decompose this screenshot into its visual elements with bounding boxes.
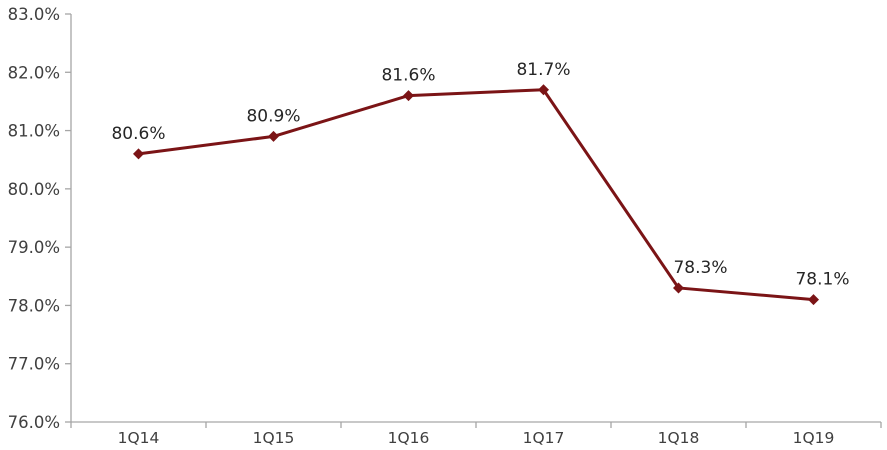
data-point-marker [403,90,414,102]
y-tick-label: 77.0% [8,355,60,374]
y-tick-label: 82.0% [8,63,60,82]
data-point-marker [538,84,549,96]
data-point-label: 78.1% [795,270,849,290]
data-point-label: 81.6% [381,66,435,86]
x-tick-label: 1Q17 [523,429,565,447]
data-point-marker [673,282,684,294]
data-point-label: 81.7% [516,60,570,80]
y-tick-label: 81.0% [8,122,60,141]
data-point-label: 80.6% [111,124,165,144]
series-line [137,88,815,302]
x-tick-label: 1Q16 [388,429,430,447]
y-tick-label: 78.0% [8,296,60,315]
x-tick-label: 1Q19 [793,429,835,447]
y-tick-label: 80.0% [8,180,60,199]
data-point-label: 78.3% [673,258,727,278]
y-tick-label: 83.0% [8,5,60,24]
data-point-marker [133,148,144,160]
data-point-label: 80.9% [246,106,300,126]
data-point-marker [268,130,279,142]
x-tick-label: 1Q15 [253,429,295,447]
data-point-marker [808,294,819,306]
x-tick-label: 1Q18 [658,429,700,447]
x-tick-label: 1Q14 [118,429,160,447]
y-tick-label: 76.0% [8,413,60,432]
y-tick-label: 79.0% [8,238,60,257]
